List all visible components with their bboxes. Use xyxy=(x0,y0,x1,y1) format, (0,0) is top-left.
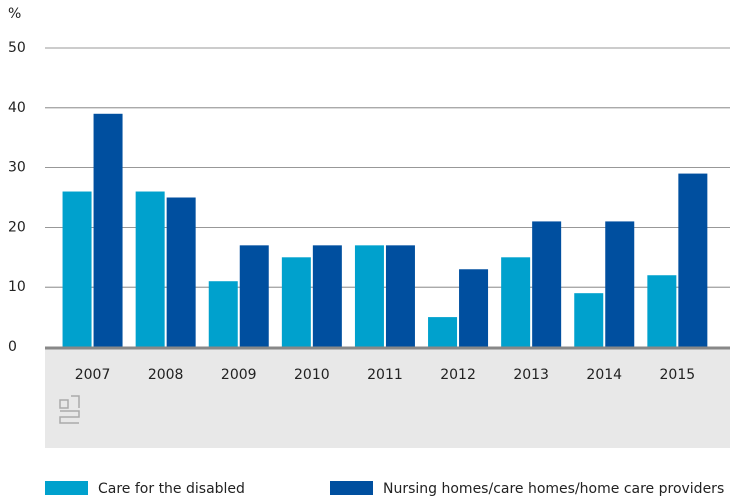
bar xyxy=(647,275,677,347)
legend-label: Care for the disabled xyxy=(98,481,245,497)
bar xyxy=(605,221,635,347)
y-tick-label: 50 xyxy=(8,40,26,56)
y-unit: % xyxy=(8,6,21,22)
bar xyxy=(428,317,458,347)
y-tick-label: 0 xyxy=(8,339,17,355)
bar xyxy=(166,197,196,347)
bar xyxy=(239,245,269,347)
x-tick-label: 2010 xyxy=(294,367,330,383)
legend-label: Nursing homes/care homes/home care provi… xyxy=(383,481,724,497)
bar xyxy=(281,257,311,347)
bar xyxy=(62,191,92,347)
x-tick-label: 2014 xyxy=(586,367,622,383)
x-tick-label: 2008 xyxy=(148,367,184,383)
x-tick-label: 2007 xyxy=(75,367,111,383)
y-tick-label: 10 xyxy=(8,279,26,295)
x-tick-label: 2013 xyxy=(513,367,549,383)
bar xyxy=(208,281,238,347)
x-tick-label: 2011 xyxy=(367,367,403,383)
bar xyxy=(459,269,489,347)
y-tick-label: 20 xyxy=(8,219,26,235)
bar xyxy=(501,257,531,347)
logo xyxy=(59,395,80,424)
bar xyxy=(93,113,123,347)
x-tick-label: 2015 xyxy=(660,367,696,383)
legend-swatch xyxy=(330,481,373,495)
axis-panel xyxy=(45,349,730,448)
bar xyxy=(312,245,342,347)
bar xyxy=(532,221,562,347)
legend-swatch xyxy=(45,481,88,495)
bar xyxy=(678,173,708,347)
x-tick-label: 2012 xyxy=(440,367,476,383)
bar xyxy=(385,245,415,347)
x-tick-label: 2009 xyxy=(221,367,257,383)
bar xyxy=(135,191,165,347)
bar xyxy=(354,245,384,347)
y-tick-label: 30 xyxy=(8,160,26,176)
bar xyxy=(574,293,604,347)
y-tick-label: 40 xyxy=(8,100,26,116)
